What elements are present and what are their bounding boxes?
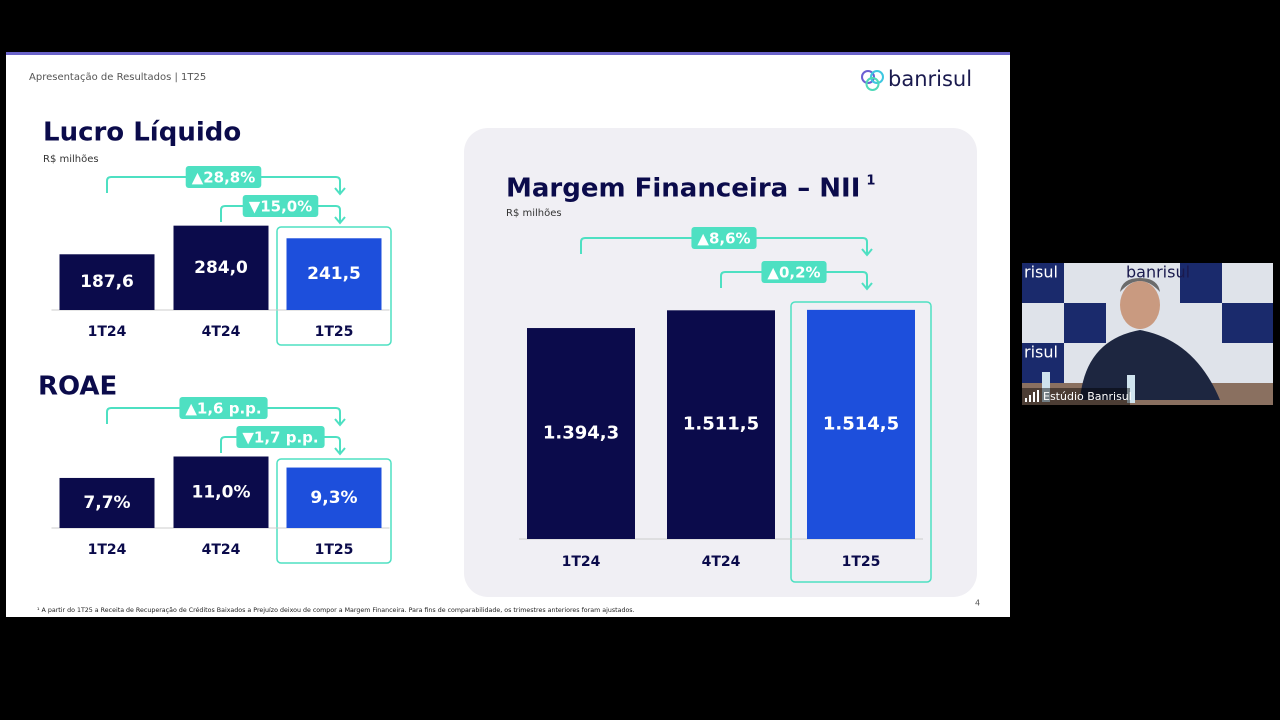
chart-title: Margem Financeira – NII [506, 174, 860, 204]
page-number: 4 [975, 599, 980, 608]
annotation-badge [179, 397, 268, 419]
category-label: 1T24 [88, 542, 127, 558]
bar [527, 328, 635, 539]
annotation-badge [185, 166, 262, 188]
comparison-arrow [861, 248, 873, 257]
annotation: ▲0,2% [767, 264, 820, 282]
annotation: ▲28,8% [192, 169, 256, 187]
logo: banrisul [888, 67, 972, 91]
chart-title: Lucro Líquido [43, 118, 241, 148]
annotation: ▲8,6% [697, 230, 750, 248]
category-label: 1T24 [88, 324, 127, 340]
chart-subtitle: R$ milhões [43, 154, 99, 165]
participant-name: Estúdio Banrisul [1043, 390, 1132, 403]
highlight-box [276, 226, 392, 346]
annotation: ▼1,7 p.p. [242, 429, 318, 447]
slide-header: Apresentação de Resultados | 1T25 [29, 72, 206, 83]
logo-icon [861, 70, 884, 91]
category-label: 1T25 [315, 542, 354, 558]
slide-top-bar [6, 52, 1010, 55]
signal-icon [1025, 390, 1039, 402]
video-side-text: risul [1024, 343, 1058, 362]
bar [286, 238, 382, 310]
annotation-badge [242, 195, 319, 217]
participant-label-bg [1022, 388, 1130, 405]
category-label: 1T25 [315, 324, 354, 340]
highlight-box [276, 458, 392, 564]
bar [286, 467, 382, 528]
value-label: 1.514,5 [823, 413, 899, 434]
bar [667, 310, 775, 539]
video-tile [1022, 263, 1273, 405]
value-label: 7,7% [83, 493, 130, 513]
annotation-badge [236, 426, 325, 448]
comparison-arrow [334, 187, 346, 196]
comparison-arrow [334, 216, 346, 225]
value-label: 1.511,5 [683, 414, 759, 435]
chart-subtitle: R$ milhões [506, 208, 562, 219]
comparison-arrow [861, 282, 873, 291]
bar [807, 309, 915, 539]
annotation-badge [691, 227, 757, 249]
annotation-badge [761, 261, 827, 283]
annotation: ▲1,6 p.p. [185, 400, 261, 418]
highlight-box [790, 301, 932, 583]
title-note: 1 [866, 174, 875, 189]
bar [59, 254, 155, 310]
value-label: 284,0 [194, 258, 248, 278]
category-label: 1T24 [562, 554, 601, 570]
bar [59, 477, 155, 528]
annotation: ▼15,0% [249, 198, 313, 216]
comparison-arrow [334, 418, 346, 427]
category-label: 1T25 [842, 554, 881, 570]
value-label: 1.394,3 [543, 423, 619, 444]
comparison-arrow [334, 447, 346, 456]
video-side-text: risul [1024, 263, 1058, 282]
category-label: 4T24 [702, 554, 741, 570]
value-label: 9,3% [310, 488, 357, 508]
bar [173, 225, 269, 310]
category-label: 4T24 [202, 324, 241, 340]
value-label: 187,6 [80, 272, 134, 292]
footnote: ¹ A partir do 1T25 a Receita de Recupera… [37, 606, 635, 614]
bar [173, 456, 269, 528]
category-label: 4T24 [202, 542, 241, 558]
value-label: 241,5 [307, 264, 361, 284]
video-logo: banrisul [1126, 263, 1190, 282]
chart-title: ROAE [38, 372, 117, 402]
value-label: 11,0% [192, 482, 251, 502]
